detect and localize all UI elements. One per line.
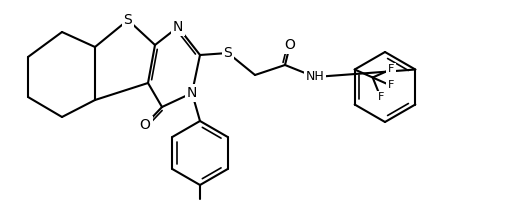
Text: S: S	[224, 46, 232, 60]
Text: F: F	[387, 64, 394, 75]
Text: F: F	[387, 80, 394, 91]
Text: O: O	[285, 38, 296, 52]
Text: NH: NH	[305, 71, 324, 83]
Text: S: S	[124, 13, 132, 27]
Text: F: F	[377, 92, 384, 103]
Text: N: N	[173, 20, 183, 34]
Text: N: N	[187, 86, 197, 100]
Text: O: O	[140, 118, 150, 132]
